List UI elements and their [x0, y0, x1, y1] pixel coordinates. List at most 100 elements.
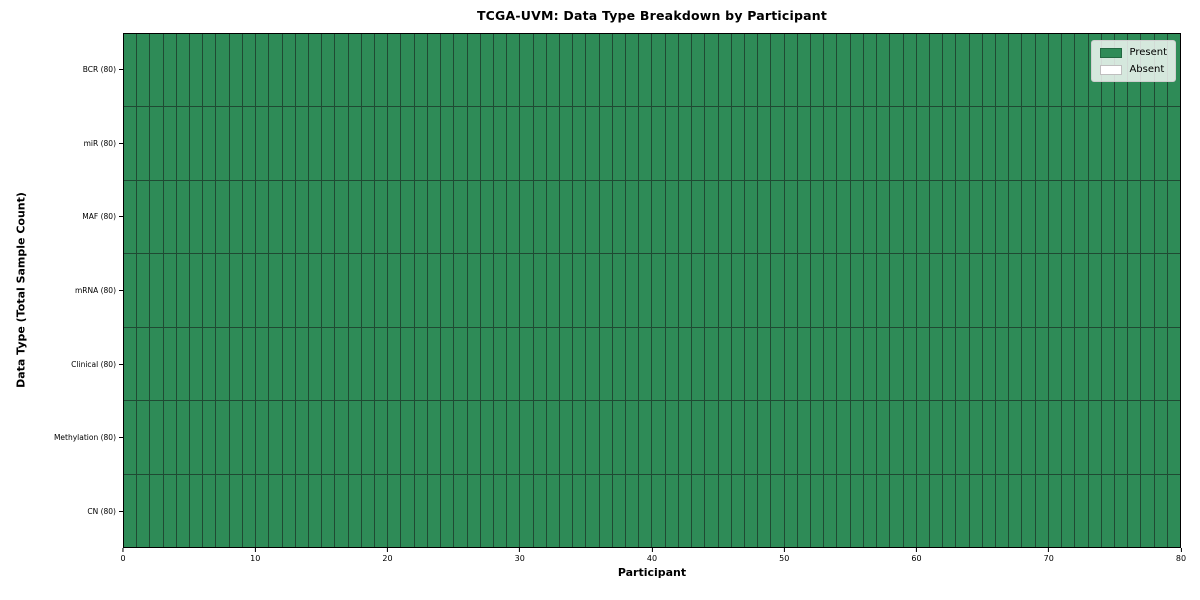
heatmap-grid	[124, 34, 1180, 547]
heatmap-cell	[520, 34, 533, 107]
heatmap-cell	[242, 34, 256, 107]
heatmap-cell	[982, 34, 996, 107]
heatmap-cell	[1048, 474, 1062, 547]
heatmap-cell	[678, 254, 692, 327]
heatmap-cell	[454, 474, 467, 547]
heatmap-cell	[877, 254, 890, 327]
heatmap-cell	[242, 401, 256, 474]
heatmap-cell	[401, 474, 414, 547]
heatmap-cell	[731, 474, 744, 547]
heatmap-cell	[441, 254, 454, 327]
heatmap-cell	[678, 474, 692, 547]
heatmap-cell	[1101, 474, 1114, 547]
heatmap-cell	[203, 327, 216, 401]
heatmap-cell	[929, 327, 943, 401]
heatmap-cell	[1088, 107, 1101, 180]
heatmap-cell	[665, 327, 678, 401]
heatmap-cell	[797, 107, 811, 180]
heatmap-cell	[916, 107, 929, 180]
heatmap-cell	[520, 474, 533, 547]
heatmap-cell	[493, 327, 507, 401]
heatmap-cell	[1075, 327, 1088, 401]
heatmap-cell	[744, 474, 758, 547]
heatmap-cell	[533, 474, 546, 547]
heatmap-cell	[626, 180, 639, 254]
heatmap-cell	[454, 254, 467, 327]
heatmap-cell	[824, 180, 837, 254]
heatmap-cell	[943, 401, 956, 474]
heatmap-cell	[124, 254, 137, 327]
heatmap-cell	[190, 180, 203, 254]
heatmap-cell	[124, 327, 137, 401]
heatmap-cell	[811, 401, 824, 474]
heatmap-cell	[929, 474, 943, 547]
heatmap-cell	[441, 327, 454, 401]
x-tick-mark	[387, 548, 388, 552]
heatmap-cell	[863, 254, 877, 327]
heatmap-cell	[242, 254, 256, 327]
heatmap-cell	[969, 254, 982, 327]
heatmap-cell	[1075, 401, 1088, 474]
heatmap-cell	[573, 107, 586, 180]
heatmap-cell	[124, 401, 137, 474]
heatmap-cell	[877, 107, 890, 180]
heatmap-cell	[943, 180, 956, 254]
heatmap-cell	[586, 474, 599, 547]
heatmap-cell	[242, 107, 256, 180]
heatmap-cell	[890, 180, 903, 254]
heatmap-cell	[1075, 254, 1088, 327]
heatmap-cell	[1141, 474, 1154, 547]
heatmap-cell	[850, 34, 863, 107]
heatmap-cell	[1141, 327, 1154, 401]
heatmap-cell	[916, 327, 929, 401]
heatmap-cell	[1167, 254, 1180, 327]
heatmap-cell	[269, 474, 282, 547]
heatmap-cell	[388, 180, 401, 254]
heatmap-cell	[824, 107, 837, 180]
y-tick-row: BCR (80)	[0, 33, 123, 107]
heatmap-cell	[203, 401, 216, 474]
heatmap-cell	[335, 327, 348, 401]
heatmap-cell	[731, 401, 744, 474]
heatmap-cell	[652, 34, 665, 107]
heatmap-cell	[811, 474, 824, 547]
heatmap-cell	[269, 180, 282, 254]
heatmap-cell	[414, 474, 427, 547]
heatmap-cell	[176, 107, 190, 180]
heatmap-cell	[150, 34, 163, 107]
heatmap-cell	[996, 327, 1009, 401]
heatmap-cell	[744, 254, 758, 327]
heatmap-cell	[1101, 327, 1114, 401]
heatmap-cell	[797, 474, 811, 547]
y-tick-label: miR (80)	[83, 138, 116, 148]
heatmap-cell	[124, 34, 137, 107]
heatmap-cell	[282, 401, 295, 474]
heatmap-cell	[982, 254, 996, 327]
heatmap-cell	[758, 180, 771, 254]
heatmap-cell	[586, 327, 599, 401]
heatmap-cell	[1062, 34, 1075, 107]
heatmap-cell	[837, 180, 850, 254]
heatmap-cell	[797, 401, 811, 474]
heatmap-cell	[1048, 34, 1062, 107]
heatmap-cell	[1101, 107, 1114, 180]
x-tick-label: 30	[514, 554, 525, 563]
legend-item: Absent	[1100, 64, 1167, 75]
x-tick: 20	[382, 548, 393, 563]
heatmap-cell	[335, 34, 348, 107]
heatmap-cell	[256, 327, 269, 401]
heatmap-cell	[427, 34, 441, 107]
heatmap-cell	[322, 474, 335, 547]
heatmap-cell	[890, 107, 903, 180]
heatmap-cell	[573, 474, 586, 547]
y-tick-row: Clinical (80)	[0, 327, 123, 401]
heatmap-cell	[467, 327, 480, 401]
heatmap-cell	[612, 34, 626, 107]
heatmap-cell	[890, 327, 903, 401]
y-tick-mark	[119, 69, 123, 71]
heatmap-cell	[533, 401, 546, 474]
heatmap-cell	[124, 107, 137, 180]
heatmap-cell	[480, 474, 493, 547]
heatmap-cell	[903, 401, 916, 474]
heatmap-cell	[560, 180, 573, 254]
